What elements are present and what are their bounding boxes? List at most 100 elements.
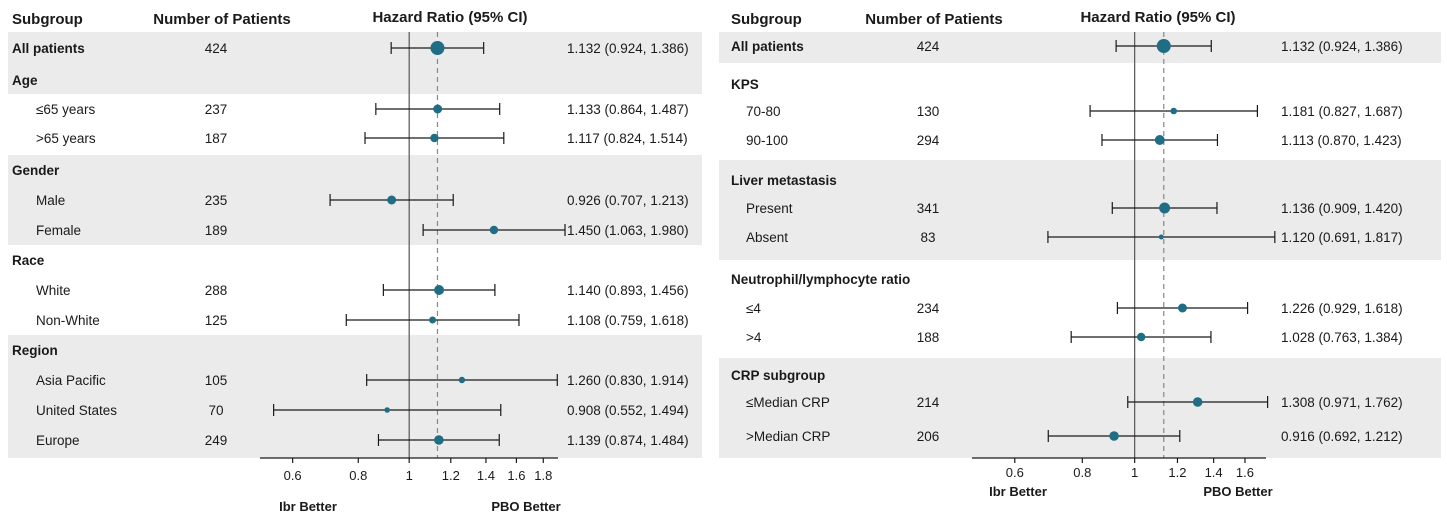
hazard-ratio-point bbox=[1158, 234, 1164, 240]
hazard-ratio-ci-text: 0.926 (0.707, 1.213) bbox=[567, 193, 689, 208]
hazard-ratio-point bbox=[1177, 303, 1187, 313]
patient-count: 214 bbox=[917, 395, 940, 410]
hazard-ratio-point bbox=[1156, 39, 1171, 53]
subgroup-label: ≤4 bbox=[746, 301, 761, 316]
subgroup-label: All patients bbox=[12, 41, 85, 56]
hazard-ratio-point bbox=[384, 407, 390, 413]
x-tick-label: 1.6 bbox=[1236, 465, 1254, 480]
x-tick-label: 0.8 bbox=[1073, 465, 1091, 480]
x-tick-label: 1.8 bbox=[534, 468, 552, 483]
x-tick-label: 1.6 bbox=[507, 468, 525, 483]
subgroup-label: >Median CRP bbox=[746, 429, 830, 444]
forest-panel-right: Subgroup Number of Patients Hazard Ratio (… bbox=[719, 9, 1441, 499]
header-patients: Number of Patients bbox=[865, 11, 1003, 28]
patient-count: 189 bbox=[205, 223, 228, 238]
hazard-ratio-ci-text: 1.450 (1.063, 1.980) bbox=[567, 223, 689, 238]
row-band bbox=[8, 32, 702, 63]
hazard-ratio-point bbox=[458, 376, 466, 384]
hazard-ratio-point bbox=[434, 435, 444, 445]
patient-count: 188 bbox=[917, 330, 940, 345]
subgroup-label: Europe bbox=[36, 433, 80, 448]
header-subgroup: Subgroup bbox=[731, 11, 802, 28]
x-tick-label: 0.6 bbox=[1006, 465, 1024, 480]
hazard-ratio-point bbox=[1159, 202, 1171, 214]
subgroup-label: Non-White bbox=[36, 313, 100, 328]
hazard-ratio-ci-text: 1.260 (0.830, 1.914) bbox=[567, 373, 689, 388]
hazard-ratio-point bbox=[1192, 397, 1203, 407]
hazard-ratio-point bbox=[1109, 431, 1119, 441]
x-tick-label: 1.2 bbox=[442, 468, 460, 483]
hazard-ratio-point bbox=[387, 195, 397, 205]
patient-count: 187 bbox=[205, 131, 228, 146]
patient-count: 206 bbox=[917, 429, 940, 444]
subgroup-heading: Race bbox=[12, 253, 45, 268]
patient-count: 70 bbox=[208, 403, 223, 418]
forest-panel-left: Subgroup Number of Patients Hazard Ratio (… bbox=[8, 9, 702, 514]
patient-count: 237 bbox=[205, 102, 228, 117]
hazard-ratio-ci-text: 1.113 (0.870, 1.423) bbox=[1281, 133, 1402, 148]
subgroup-label: Female bbox=[36, 223, 81, 238]
hazard-ratio-ci-text: 1.132 (0.924, 1.386) bbox=[567, 41, 689, 56]
hazard-ratio-ci-text: 1.136 (0.909, 1.420) bbox=[1281, 201, 1403, 216]
hazard-ratio-ci-text: 1.117 (0.824, 1.514) bbox=[567, 131, 688, 146]
hazard-ratio-point bbox=[489, 225, 499, 235]
subgroup-label: White bbox=[36, 283, 71, 298]
right-better-label: PBO Better bbox=[491, 499, 560, 514]
subgroup-label: 70-80 bbox=[746, 104, 781, 119]
hazard-ratio-ci-text: 0.908 (0.552, 1.494) bbox=[567, 403, 689, 418]
subgroup-label: Present bbox=[746, 201, 793, 216]
subgroup-label: Male bbox=[36, 193, 65, 208]
hazard-ratio-point bbox=[1170, 107, 1178, 115]
subgroup-heading: CRP subgroup bbox=[731, 368, 825, 383]
left-better-label: Ibr Better bbox=[279, 499, 337, 514]
x-tick-label: 0.6 bbox=[284, 468, 302, 483]
header-patients: Number of Patients bbox=[153, 11, 291, 28]
subgroup-heading: Gender bbox=[12, 163, 60, 178]
header-hazard-ratio: Hazard Ratio (95% CI) bbox=[1080, 9, 1235, 26]
x-tick-label: 1 bbox=[1131, 465, 1138, 480]
x-tick-label: 0.8 bbox=[349, 468, 367, 483]
hazard-ratio-ci-text: 1.181 (0.827, 1.687) bbox=[1281, 104, 1403, 119]
header-hazard-ratio: Hazard Ratio (95% CI) bbox=[372, 9, 527, 26]
row-band bbox=[719, 32, 1441, 63]
subgroup-label: All patients bbox=[731, 39, 804, 54]
subgroup-heading: Region bbox=[12, 343, 58, 358]
hazard-ratio-ci-text: 1.133 (0.864, 1.487) bbox=[567, 102, 689, 117]
subgroup-heading: Neutrophil/lymphocyte ratio bbox=[731, 272, 910, 287]
hazard-ratio-ci-text: 1.028 (0.763, 1.384) bbox=[1281, 330, 1403, 345]
subgroup-heading: KPS bbox=[731, 77, 759, 92]
hazard-ratio-ci-text: 0.916 (0.692, 1.212) bbox=[1281, 429, 1403, 444]
subgroup-label: Asia Pacific bbox=[36, 373, 106, 388]
subgroup-label: >4 bbox=[746, 330, 762, 345]
patient-count: 130 bbox=[917, 104, 940, 119]
hazard-ratio-point bbox=[430, 133, 439, 143]
hazard-ratio-point bbox=[434, 285, 445, 295]
hazard-ratio-ci-text: 1.120 (0.691, 1.817) bbox=[1281, 230, 1403, 245]
hazard-ratio-ci-text: 1.139 (0.874, 1.484) bbox=[567, 433, 689, 448]
patient-count: 249 bbox=[205, 433, 228, 448]
row-band bbox=[8, 63, 702, 94]
hazard-ratio-point bbox=[429, 316, 437, 324]
row-band bbox=[8, 335, 702, 458]
x-tick-label: 1 bbox=[406, 468, 413, 483]
hazard-ratio-ci-text: 1.226 (0.929, 1.618) bbox=[1281, 301, 1403, 316]
row-band bbox=[719, 358, 1441, 458]
subgroup-label: Absent bbox=[746, 230, 788, 245]
patient-count: 294 bbox=[917, 133, 940, 148]
subgroup-heading: Age bbox=[12, 73, 38, 88]
hazard-ratio-point bbox=[1136, 332, 1146, 342]
hazard-ratio-ci-text: 1.132 (0.924, 1.386) bbox=[1281, 39, 1403, 54]
subgroup-label: ≤65 years bbox=[36, 102, 95, 117]
subgroup-label: ≤Median CRP bbox=[746, 395, 830, 410]
left-better-label: Ibr Better bbox=[989, 484, 1047, 499]
subgroup-label: 90-100 bbox=[746, 133, 788, 148]
hazard-ratio-point bbox=[1154, 135, 1165, 145]
x-tick-label: 1.4 bbox=[1205, 465, 1223, 480]
patient-count: 125 bbox=[205, 313, 228, 328]
patient-count: 424 bbox=[205, 41, 228, 56]
header-subgroup: Subgroup bbox=[12, 11, 83, 28]
hazard-ratio-point bbox=[433, 104, 443, 114]
hazard-ratio-ci-text: 1.108 (0.759, 1.618) bbox=[567, 313, 689, 328]
row-band bbox=[719, 160, 1441, 260]
subgroup-label: >65 years bbox=[36, 131, 96, 146]
